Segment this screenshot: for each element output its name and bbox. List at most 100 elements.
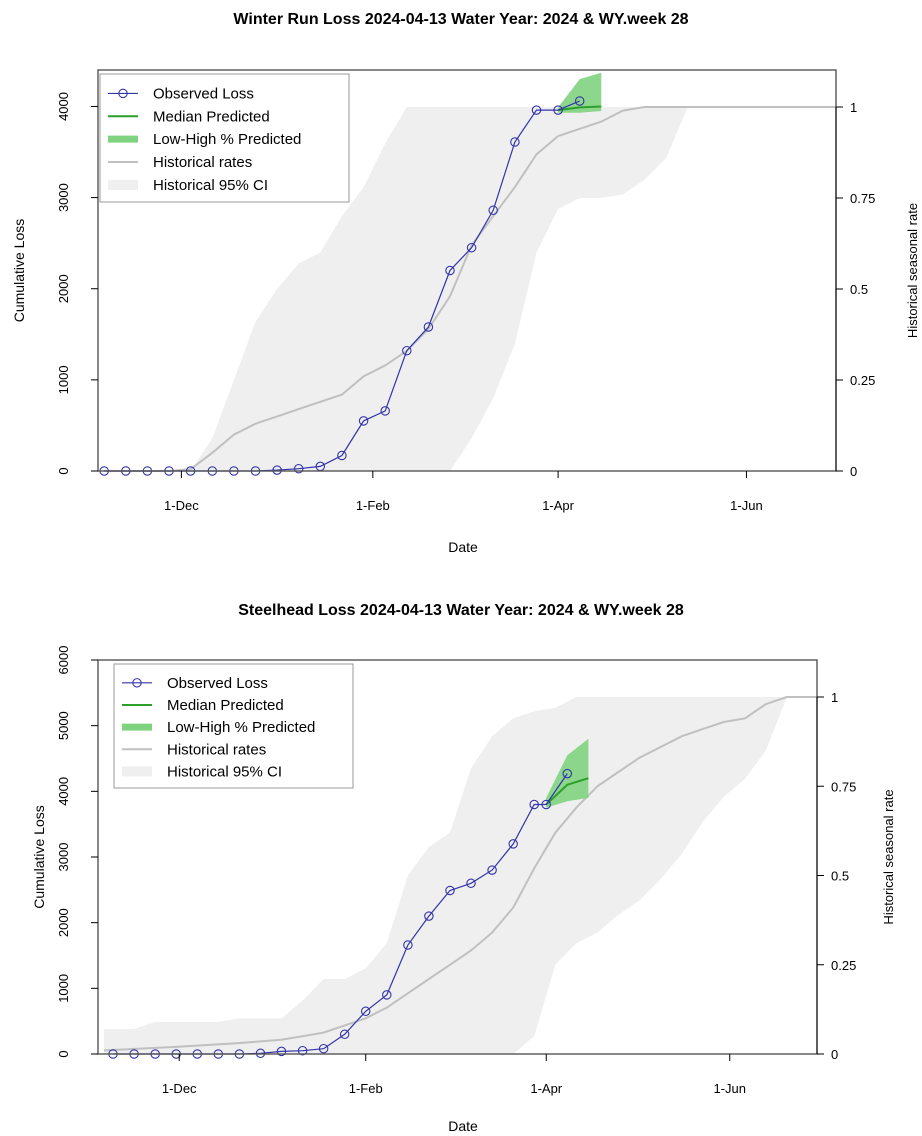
observed-loss-point xyxy=(382,990,392,1000)
predicted-band xyxy=(546,738,589,808)
observed-loss-point xyxy=(531,105,542,115)
legend-label: Historical rates xyxy=(167,741,266,758)
chart-title: Steelhead Loss 2024-04-13 Water Year: 20… xyxy=(238,602,684,619)
observed-loss-point xyxy=(574,96,585,106)
y-right-tick-label: 0 xyxy=(831,1047,838,1062)
y-tick-label: 1000 xyxy=(56,365,71,394)
observed-loss-point xyxy=(360,1006,371,1017)
y-right-tick-label: 0 xyxy=(850,464,857,479)
y-axis-right-label: Historical seasonal rate xyxy=(905,203,920,338)
observed-loss-point xyxy=(466,878,476,889)
y-tick-label: 4000 xyxy=(56,777,71,806)
observed-loss-point xyxy=(510,137,520,147)
observed-loss-point xyxy=(297,1045,308,1056)
legend-label: Median Predicted xyxy=(153,108,270,125)
observed-loss-point xyxy=(424,911,434,921)
observed-loss-point xyxy=(423,322,434,332)
legend-label: Observed Loss xyxy=(153,85,254,102)
observed-loss-point xyxy=(553,105,563,115)
y-tick-label: 3000 xyxy=(56,183,71,212)
y-axis-left: 0 1000 2000 3000 4000 xyxy=(56,92,98,475)
y-right-tick-label: 1 xyxy=(850,100,857,115)
y-right-tick-label: 1 xyxy=(831,690,838,705)
x-axis-label: Date xyxy=(448,539,478,555)
y-right-tick-label: 0.5 xyxy=(831,869,849,884)
legend: Observed Loss Median Predicted Low-High % … xyxy=(113,663,354,789)
legend-marker-observed xyxy=(132,678,142,688)
y-right-tick-label: 0.75 xyxy=(850,191,875,206)
x-tick-label: 1-Feb xyxy=(349,1081,383,1096)
observed-loss-point xyxy=(541,799,551,810)
historical-rates-line xyxy=(103,696,817,1052)
observed-loss-point xyxy=(272,465,282,475)
y-axis-label: Cumulative Loss xyxy=(11,219,27,323)
y-tick-label: 0 xyxy=(56,467,71,474)
x-axis: 1-Dec 1-Feb 1-Apr 1-Jun xyxy=(164,471,763,513)
x-tick-label: 1-Jun xyxy=(713,1081,746,1096)
legend-label: Historical 95% CI xyxy=(167,763,282,780)
median-predicted-line xyxy=(557,105,602,112)
observed-loss-point xyxy=(488,205,498,216)
x-tick-label: 1-Jun xyxy=(730,498,763,513)
y-tick-label: 1000 xyxy=(56,974,71,1003)
chart-panel-1: Winter Run Loss 2024-04-13 Water Year: 2… xyxy=(11,11,920,555)
y-tick-label: 4000 xyxy=(56,92,71,121)
observed-loss-point xyxy=(293,463,304,474)
observed-loss-point xyxy=(337,450,347,461)
observed-loss-point xyxy=(403,940,413,950)
observed-loss-point xyxy=(445,265,455,276)
x-tick-label: 1-Apr xyxy=(530,1081,562,1096)
observed-loss-point xyxy=(487,865,497,875)
legend-label: Low-High % Predicted xyxy=(153,131,301,148)
y-tick-label: 6000 xyxy=(56,646,71,675)
chart-title: Winter Run Loss 2024-04-13 Water Year: 2… xyxy=(233,11,688,28)
legend-marker-observed xyxy=(118,88,128,99)
legend-label: Observed Loss xyxy=(167,675,268,692)
legend-label: Historical 95% CI xyxy=(153,177,268,194)
y-tick-label: 0 xyxy=(56,1050,71,1057)
legend-label: Historical rates xyxy=(153,154,252,171)
x-tick-label: 1-Feb xyxy=(356,498,390,513)
x-tick-label: 1-Dec xyxy=(162,1081,197,1096)
median-predicted-line xyxy=(545,777,589,806)
predicted-band xyxy=(558,72,602,113)
y-axis-right: 0 0.25 0.5 0.75 1 xyxy=(835,100,875,479)
historical-ci-band xyxy=(104,697,817,1054)
observed-loss-point xyxy=(466,242,477,253)
observed-loss-point xyxy=(508,839,518,849)
observed-loss-point xyxy=(445,885,455,896)
observed-loss-point xyxy=(380,406,390,416)
y-axis-left: 0 1000 2000 3000 4000 5000 6000 xyxy=(56,646,98,1058)
historical-ci-band xyxy=(104,107,836,471)
y-axis-right: 0 0.25 0.5 0.75 1 xyxy=(816,690,856,1062)
legend-box xyxy=(99,73,350,203)
y-tick-label: 3000 xyxy=(56,843,71,872)
legend: Observed Loss Median Predicted Low-High % … xyxy=(99,73,350,203)
x-axis: 1-Dec 1-Feb 1-Apr 1-Jun xyxy=(162,1054,746,1096)
y-axis-right-label: Historical seasonal rate xyxy=(881,789,896,924)
observed-loss-point xyxy=(339,1029,350,1040)
observed-loss-point xyxy=(276,1046,287,1057)
y-tick-label: 2000 xyxy=(56,908,71,937)
y-tick-label: 5000 xyxy=(56,711,71,740)
observed-loss-point xyxy=(402,345,412,356)
y-right-tick-label: 0.5 xyxy=(850,282,868,297)
y-right-tick-label: 0.25 xyxy=(831,958,856,973)
chart-panel-2: Steelhead Loss 2024-04-13 Water Year: 20… xyxy=(31,602,896,1134)
y-axis-label: Cumulative Loss xyxy=(31,805,47,909)
y-right-tick-label: 0.25 xyxy=(850,373,875,388)
observed-loss-point xyxy=(529,799,539,810)
legend-label: Median Predicted xyxy=(167,697,284,714)
x-tick-label: 1-Dec xyxy=(164,498,199,513)
x-axis-label: Date xyxy=(448,1118,478,1134)
y-tick-label: 2000 xyxy=(56,274,71,303)
historical-rates-line xyxy=(104,106,836,472)
x-tick-label: 1-Apr xyxy=(542,498,574,513)
legend-label: Low-High % Predicted xyxy=(167,719,315,736)
legend-box xyxy=(113,663,354,789)
observed-loss-point xyxy=(358,416,369,426)
observed-loss-point xyxy=(318,1043,329,1054)
y-right-tick-label: 0.75 xyxy=(831,779,856,794)
observed-loss-point xyxy=(562,768,573,779)
